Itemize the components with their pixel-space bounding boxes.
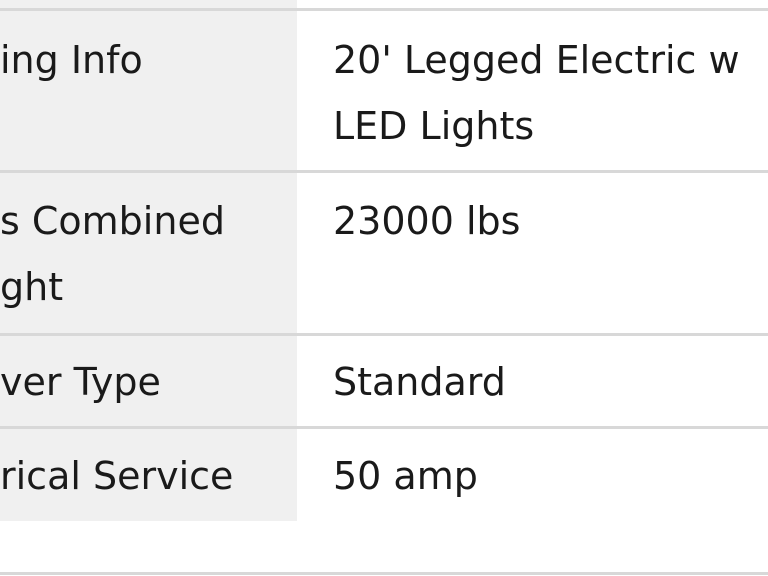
spec-value: 23000 lbs xyxy=(333,199,521,243)
label-cell xyxy=(0,11,297,170)
spec-label: rical Service xyxy=(0,454,234,498)
spec-value: 50 amp xyxy=(333,454,478,498)
spec-label: s Combined xyxy=(0,199,225,243)
row-divider xyxy=(0,333,768,336)
spec-value: 20' Legged Electric w xyxy=(333,38,740,82)
label-cell xyxy=(0,429,297,521)
top-area xyxy=(0,0,768,8)
spec-label: ing Info xyxy=(0,38,143,82)
row-divider xyxy=(0,426,768,429)
table-bottom-border xyxy=(0,572,768,575)
row-divider xyxy=(0,8,768,11)
label-cell-prev xyxy=(0,0,297,8)
spec-value: Standard xyxy=(333,360,506,404)
label-cell xyxy=(0,336,297,426)
row-divider xyxy=(0,170,768,173)
spec-label: ght xyxy=(0,265,64,309)
spec-label: ver Type xyxy=(0,360,161,404)
spec-value: LED Lights xyxy=(333,104,535,148)
label-cell xyxy=(0,173,297,333)
